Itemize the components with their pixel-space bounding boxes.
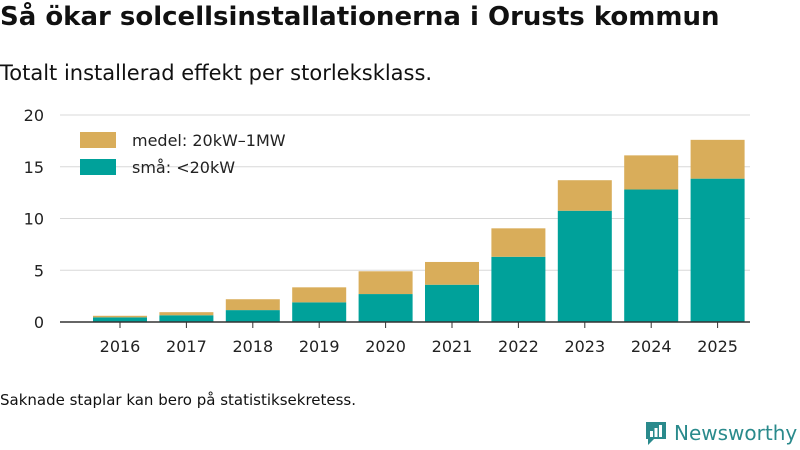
x-tick-label-2021: 2021 — [432, 337, 473, 356]
bar-2022-medium — [491, 228, 546, 257]
x-tick-label-2017: 2017 — [166, 337, 207, 356]
bar-2018-small — [225, 310, 280, 322]
y-axis-ticks: 0 5 10 15 20 — [24, 106, 44, 332]
x-tick-label-2025: 2025 — [697, 337, 738, 356]
bar-2020-small — [358, 294, 413, 322]
bar-2017-small — [159, 315, 214, 322]
chart-title: Så ökar solcellsinstallationerna i Orust… — [0, 2, 720, 32]
newsworthy-logo: Newsworthy — [644, 420, 797, 446]
legend-swatch-medium — [80, 132, 116, 148]
newsworthy-icon — [646, 422, 666, 445]
footnote: Saknade staplar kan bero på statistiksek… — [0, 391, 357, 409]
legend: medel: 20kW–1MW små: <20kW — [80, 131, 286, 177]
brand-name: Newsworthy — [674, 421, 798, 445]
x-tick-label-2019: 2019 — [299, 337, 340, 356]
y-tick-label-20: 20 — [24, 106, 44, 125]
x-tick-label-2022: 2022 — [498, 337, 539, 356]
bar-2024-medium — [624, 155, 679, 190]
bar-2020-medium — [358, 271, 413, 295]
bar-2024-small — [624, 189, 679, 322]
x-tick-label-2020: 2020 — [365, 337, 406, 356]
bar-2018-medium — [225, 299, 280, 311]
x-tick-label-2024: 2024 — [631, 337, 672, 356]
bar-2016-medium — [93, 315, 147, 318]
x-tick-label-2023: 2023 — [564, 337, 605, 356]
bar-2016-small — [93, 317, 147, 322]
x-tick-label-2016: 2016 — [100, 337, 141, 356]
bar-2017-medium — [159, 312, 214, 316]
bar-2025-medium — [690, 139, 745, 179]
bar-2021-medium — [425, 261, 479, 285]
y-tick-label-5: 5 — [34, 261, 44, 280]
chart-subtitle: Totalt installerad effekt per storlekskl… — [0, 61, 433, 85]
y-tick-label-10: 10 — [24, 210, 44, 229]
bar-2019-medium — [292, 287, 347, 303]
bar-2019-small — [292, 302, 347, 322]
x-tick-label-2018: 2018 — [232, 337, 273, 356]
legend-swatch-small — [80, 159, 116, 175]
stacked-bar-chart: 0 5 10 15 20 2016 2017 2018 2019 2020 2021 2022 202… — [24, 106, 750, 356]
bars — [93, 139, 745, 322]
bar-2023-small — [557, 210, 612, 322]
y-tick-label-15: 15 — [24, 158, 44, 177]
bar-2021-small — [425, 284, 479, 322]
y-tick-label-0: 0 — [34, 313, 44, 332]
bar-2023-medium — [557, 180, 612, 211]
x-axis-ticks: 2016 2017 2018 2019 2020 2021 2022 2023 2024 2025 — [100, 322, 738, 356]
legend-label-small: små: <20kW — [132, 158, 235, 177]
bar-2025-small — [690, 178, 745, 322]
bar-2022-small — [491, 256, 546, 322]
legend-label-medium: medel: 20kW–1MW — [132, 131, 286, 150]
